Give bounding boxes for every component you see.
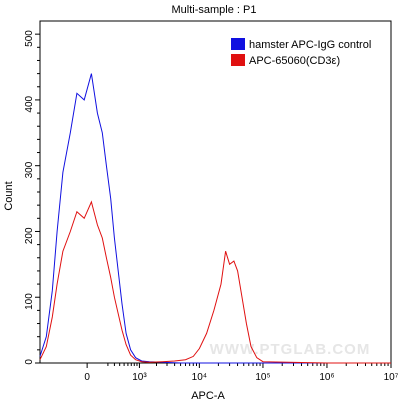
x-tick-label: 10⁴ — [192, 372, 207, 383]
x-axis-label: APC-A — [191, 390, 225, 402]
y-tick-label: 100 — [24, 293, 35, 310]
x-tick-label: 10⁷ — [384, 372, 399, 383]
y-tick-label: 200 — [24, 227, 35, 244]
series-line-control — [39, 73, 391, 364]
axis-ticks: 0 10³ 10⁴ 10⁵ 10⁶ 10⁷ 0 100 200 300 400 500 — [24, 30, 399, 383]
y-tick-label: 0 — [24, 359, 35, 365]
legend-label-cd3: APC-65060(CD3ε) — [249, 55, 340, 67]
y-tick-label: 300 — [24, 161, 35, 178]
plot-area — [39, 20, 392, 364]
legend: hamster APC-IgG control APC-65060(CD3ε) — [231, 38, 371, 67]
x-tick-label: 10³ — [132, 372, 147, 383]
x-tick-label: 10⁵ — [255, 372, 270, 383]
y-axis-label: Count — [3, 181, 15, 210]
chart-title: Multi-sample : P1 — [172, 4, 257, 16]
y-tick-label: 400 — [24, 95, 35, 112]
series-line-cd3 — [39, 200, 391, 364]
legend-label-control: hamster APC-IgG control — [249, 39, 371, 51]
x-tick-label: 0 — [84, 372, 90, 383]
legend-swatch-cd3 — [231, 54, 245, 66]
y-tick-label: 500 — [24, 30, 35, 47]
x-tick-label: 10⁶ — [319, 372, 334, 383]
series-lines — [39, 73, 391, 364]
watermark: WWW.PTGLAB.COM — [210, 341, 371, 358]
legend-swatch-control — [231, 38, 245, 50]
